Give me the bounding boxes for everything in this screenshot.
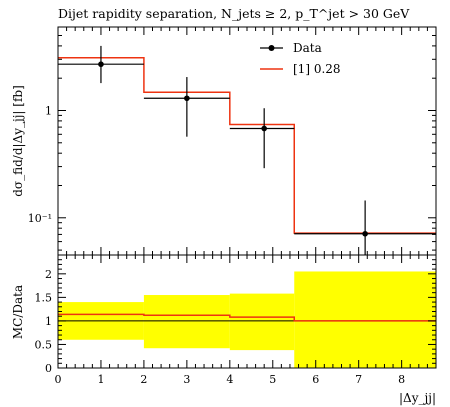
legend-mc-label: [1] 0.28 [293,62,341,76]
main-y-axis-label: dσ_fid/d|Δy_jj| [fb] [11,85,25,197]
x-tick-label: 0 [55,373,62,386]
x-tick-label: 3 [183,373,190,386]
ratio-y-tick-label: 2 [45,268,52,281]
ratio-y-tick-label: 1 [45,315,52,328]
main-frame [57,26,437,256]
ratio-panel: 0 0.5 1 1.5 2 0 1 2 3 4 5 6 7 8 MC/Data |Δy_jj| [11,254,437,405]
x-axis-label: |Δy_jj| [399,391,436,405]
legend-data-marker [268,45,275,51]
ratio-y-tick-label: 0 [45,362,52,375]
data-point [184,95,190,102]
ratio-mc-line [58,313,436,322]
data-point [261,125,267,132]
legend: Data [1] 0.28 [260,41,341,76]
ratio-uncertainty-band [229,293,295,351]
main-panel: 10⁻¹ 1 dσ_fid/d|Δy_jj| [fb] Data [1] 0.28 [11,26,437,256]
x-tick-label: 5 [269,373,276,386]
x-tick-label: 1 [97,373,104,386]
ratio-y-tick-label: 0.5 [35,338,53,351]
x-tick-label: 6 [312,373,319,386]
ratio-y-axis-label: MC/Data [11,285,25,339]
x-tick-label: 7 [355,373,362,386]
ratio-uncertainty-band [143,295,230,349]
x-tick-label: 2 [140,373,147,386]
main-y-tick-label: 10⁻¹ [28,212,52,225]
x-tick-label: 4 [226,373,233,386]
ratio-y-tick-label: 1.5 [35,291,53,304]
mc-histogram-line [58,57,436,234]
legend-data-label: Data [293,41,322,55]
ratio-frame [57,254,437,369]
x-tick-label: 8 [398,373,405,386]
data-point [98,61,104,68]
chart-title: Dijet rapidity separation, N_jets ≥ 2, p… [58,6,410,21]
data-point [362,230,368,237]
ratio-uncertainty-band [294,271,436,368]
main-y-tick-label: 1 [45,104,52,117]
